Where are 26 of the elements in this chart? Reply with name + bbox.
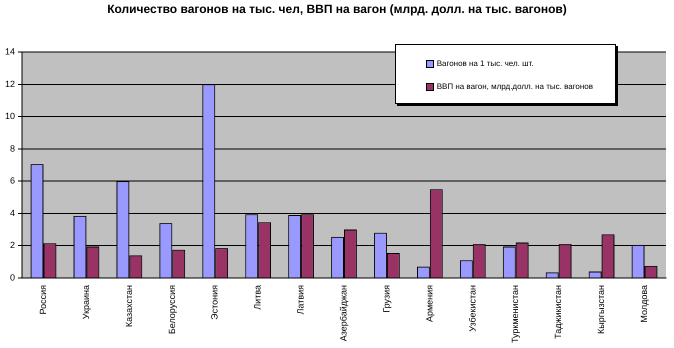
y-tick-label: 10 (4, 111, 16, 122)
x-tick-label: Грузия (381, 284, 392, 313)
x-tick-label: Узбекистан (467, 284, 478, 332)
x-tick-label: Молдова (639, 284, 650, 323)
x-tick-label: Таджикистан (553, 284, 564, 339)
x-tick-label: Украина (80, 284, 91, 320)
x-tick-label: Кыргызстан (596, 284, 606, 334)
x-tick-label: Армения (424, 284, 434, 322)
x-tick-label: Эстония (210, 284, 220, 320)
y-tick-label: 4 (10, 208, 16, 218)
chart-title: Количество вагонов на тыс. чел, ВВП на вагон (млрд. долл. на тыс. вагонов) (106, 2, 568, 16)
x-tick-label: Белоруссия (166, 284, 177, 334)
y-tick-label: 8 (10, 143, 16, 154)
x-tick-label: Азербайджан (338, 284, 348, 342)
y-tick-label: 2 (10, 240, 16, 250)
x-tick-label: Туркменистан (510, 284, 520, 344)
x-tick-label: Россия (38, 284, 48, 314)
y-tick-label: 6 (10, 176, 16, 186)
y-tick-label: 0 (10, 272, 16, 282)
x-tick-label: Казахстан (124, 284, 134, 328)
x-tick-label: Латвия (296, 284, 306, 315)
y-tick-label: 12 (4, 78, 16, 89)
legend-label: Вагонов на 1 тыс. чел. шт. (436, 59, 534, 68)
x-tick-label: Литва (252, 284, 263, 310)
legend-label: ВВП на вагон, млрд.долл. на тыс. вагонов (436, 82, 593, 91)
y-tick-label: 14 (4, 46, 16, 56)
